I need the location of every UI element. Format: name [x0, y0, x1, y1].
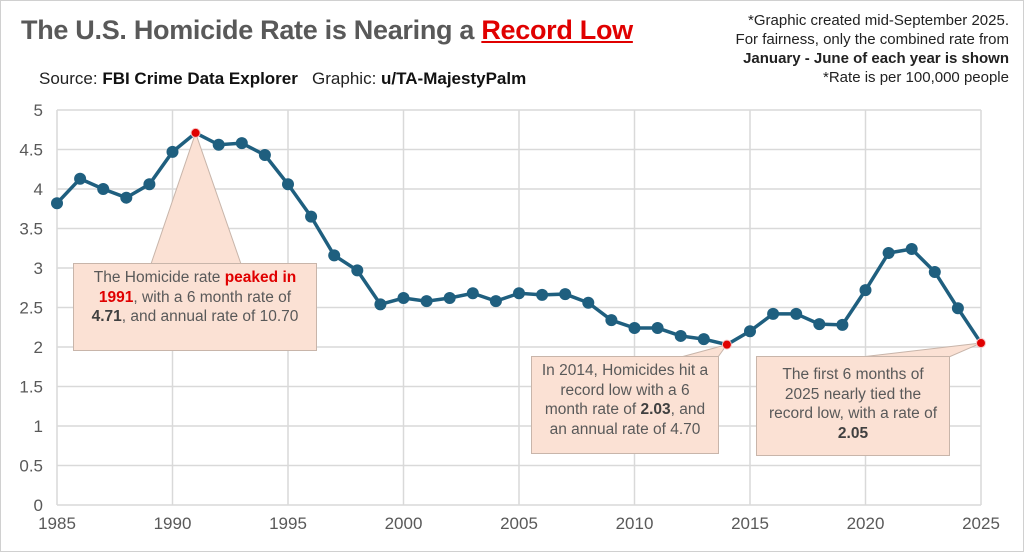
data-point	[836, 318, 849, 331]
source-value: FBI Crime Data Explorer	[102, 69, 298, 88]
source-line: Source: FBI Crime Data Explorer Graphic:…	[39, 69, 526, 89]
data-point	[258, 149, 271, 162]
callout-pointer	[150, 131, 242, 265]
data-point	[928, 265, 941, 278]
data-point	[420, 295, 433, 308]
data-point	[697, 333, 710, 346]
y-tick-label: 1.5	[19, 378, 43, 397]
y-tick-label: 4	[34, 180, 43, 199]
data-point	[397, 292, 410, 305]
y-tick-label: 3.5	[19, 220, 43, 239]
x-tick-label: 2025	[962, 514, 1000, 533]
callout-2025: The first 6 months of 2025 nearly tied t…	[756, 356, 950, 456]
data-point	[374, 298, 387, 311]
y-tick-label: 3	[34, 259, 43, 278]
graphic-label: Graphic:	[312, 69, 382, 88]
note-line: January - June of each year is shown	[743, 50, 1009, 67]
chart-title: The U.S. Homicide Rate is Nearing a Reco…	[21, 15, 633, 46]
x-tick-label: 2005	[500, 514, 538, 533]
data-point	[882, 246, 895, 259]
x-tick-label: 2015	[731, 514, 769, 533]
x-tick-label: 2010	[616, 514, 654, 533]
data-point	[351, 264, 364, 277]
x-tick-label: 2000	[385, 514, 423, 533]
x-tick-label: 1990	[154, 514, 192, 533]
data-point	[212, 138, 225, 151]
data-point	[744, 325, 756, 338]
title-highlight: Record Low	[481, 15, 633, 45]
source-label: Source:	[39, 69, 103, 88]
callout-peak-1991: The Homicide rate peaked in 1991, with a…	[73, 263, 317, 351]
data-point	[443, 292, 456, 305]
data-point	[143, 178, 156, 191]
title-text: The U.S. Homicide Rate is Nearing a	[21, 15, 482, 45]
data-point	[466, 287, 479, 300]
data-point	[582, 296, 595, 309]
data-point	[790, 307, 803, 320]
data-point	[282, 178, 294, 191]
graphic-value: u/TA-MajestyPalm	[381, 69, 527, 88]
data-point	[489, 295, 502, 308]
data-point	[976, 338, 986, 349]
callout-low-2014: In 2014, Homicides hit a record low with…	[531, 356, 719, 454]
y-tick-label: 2	[34, 338, 43, 357]
y-tick-label: 2.5	[19, 299, 43, 318]
data-point	[97, 183, 110, 195]
data-point	[536, 288, 549, 301]
data-point	[605, 314, 618, 327]
x-tick-label: 2020	[847, 514, 885, 533]
data-point	[674, 329, 687, 342]
data-point	[513, 287, 525, 300]
data-point	[559, 288, 572, 301]
x-tick-label: 1995	[269, 514, 307, 533]
data-point	[951, 302, 964, 315]
data-point	[120, 191, 133, 204]
y-tick-label: 1	[34, 417, 43, 436]
data-point	[767, 307, 780, 320]
y-tick-label: 0	[34, 496, 43, 515]
data-point	[628, 322, 641, 335]
data-point	[166, 145, 179, 158]
data-point	[51, 197, 63, 210]
note-line: For fairness, only the combined rate fro…	[735, 31, 1009, 48]
data-point	[651, 322, 664, 335]
callout-pointer	[860, 342, 982, 358]
data-point	[305, 210, 318, 223]
data-point	[328, 249, 341, 262]
data-point	[905, 243, 918, 256]
x-tick-label: 1985	[38, 514, 76, 533]
data-point	[859, 284, 872, 297]
data-point	[235, 137, 248, 150]
note-line: *Rate is per 100,000 people	[823, 69, 1009, 86]
notes: *Graphic created mid-September 2025. For…	[736, 11, 1009, 87]
data-point	[813, 318, 826, 331]
data-point	[721, 339, 732, 350]
y-tick-label: 5	[34, 101, 43, 120]
y-tick-label: 0.5	[19, 457, 43, 476]
note-line: *Graphic created mid-September 2025.	[748, 12, 1009, 29]
y-tick-label: 4.5	[19, 141, 43, 160]
data-point	[190, 127, 201, 138]
data-point	[74, 172, 87, 185]
